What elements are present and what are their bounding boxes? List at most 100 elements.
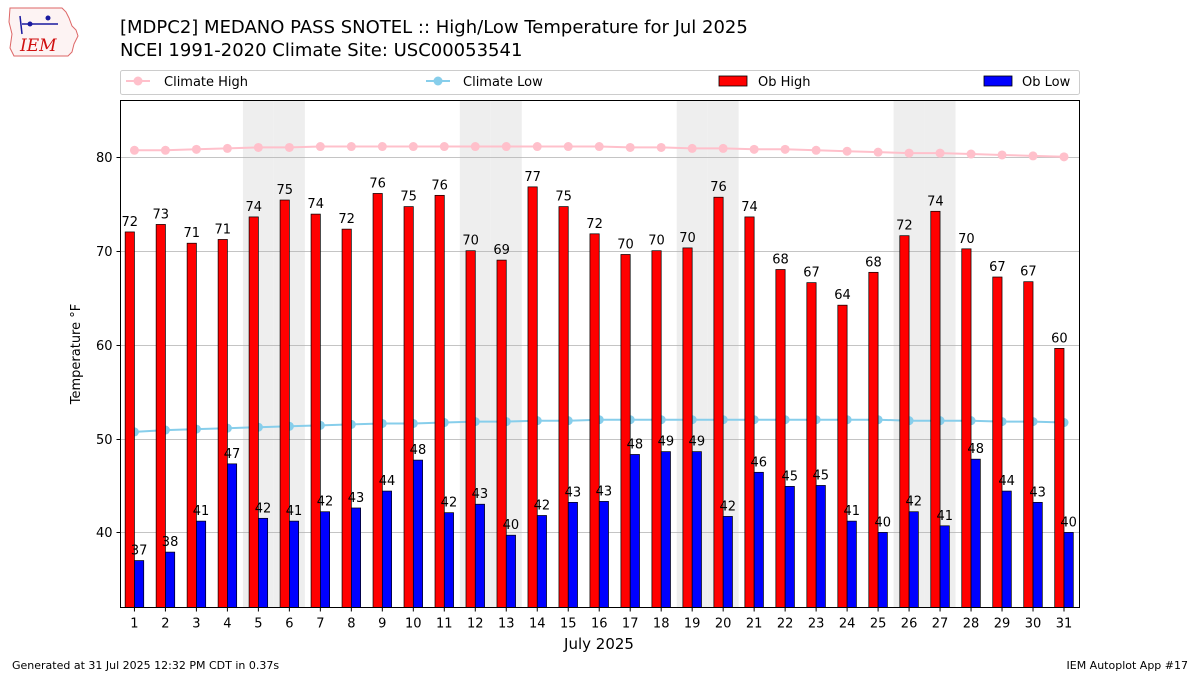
climate-high-point	[222, 143, 232, 153]
ob-low-bar	[412, 459, 423, 608]
x-tick-label: 7	[316, 617, 324, 632]
x-tick-label: 17	[622, 617, 639, 632]
ob-high-bar	[620, 254, 631, 608]
x-tick-label: 19	[684, 617, 701, 632]
ob-high-bar	[434, 194, 445, 608]
climate-high-point	[997, 150, 1007, 160]
ob-high-value-label: 75	[555, 190, 572, 205]
ob-low-bar	[350, 507, 361, 608]
climate-high-point	[501, 142, 511, 152]
ob-low-bar	[320, 511, 331, 608]
ob-low-value-label: 43	[565, 485, 582, 500]
ob-high-bar	[186, 242, 197, 608]
climate-high-point	[718, 143, 728, 153]
ob-low-value-label: 46	[751, 455, 768, 470]
ob-high-value-label: 75	[400, 190, 417, 205]
ob-high-bar	[341, 228, 352, 608]
y-tick-label: 70	[96, 245, 113, 260]
ob-low-value-label: 44	[998, 474, 1015, 489]
ob-low-bar	[1001, 490, 1012, 608]
ob-high-value-label: 74	[927, 194, 944, 209]
x-tick-label: 22	[777, 617, 794, 632]
y-axis-label: Temperature °F	[69, 304, 84, 405]
y-tick-label: 50	[96, 433, 113, 448]
ob-high-bar	[527, 186, 538, 608]
ob-low-bar	[784, 486, 795, 608]
x-tick-label: 30	[1025, 617, 1042, 632]
ob-high-value-label: 67	[803, 266, 820, 281]
ob-high-bar	[589, 233, 600, 608]
chart-title: [MDPC2] MEDANO PASS SNOTEL :: High/Low T…	[120, 17, 748, 38]
ob-low-bar	[660, 451, 671, 608]
climate-high-point	[160, 145, 170, 155]
ob-high-bar	[248, 216, 259, 608]
ob-low-bar	[536, 515, 547, 608]
climate-high-point	[625, 142, 635, 152]
generated-timestamp: Generated at 31 Jul 2025 12:32 PM CDT in…	[12, 659, 280, 672]
ob-low-value-label: 43	[348, 491, 365, 506]
ob-low-bar	[815, 485, 826, 608]
ob-low-bar	[567, 501, 578, 608]
ob-high-bar	[310, 213, 321, 608]
y-tick-label: 40	[96, 526, 113, 541]
ob-low-value-label: 43	[1029, 485, 1046, 500]
x-tick-label: 9	[378, 617, 386, 632]
ob-high-value-label: 68	[772, 253, 789, 268]
legend-ob-low-label: Ob Low	[1022, 75, 1071, 90]
x-tick-label: 11	[436, 617, 453, 632]
app-credit: IEM Autoplot App #17	[1066, 659, 1189, 672]
ob-high-bar	[868, 271, 879, 608]
x-tick-label: 20	[715, 617, 732, 632]
ob-high-bar	[930, 210, 941, 608]
x-tick-label: 24	[839, 617, 856, 632]
x-tick-label: 16	[591, 617, 608, 632]
ob-high-value-label: 75	[276, 183, 293, 198]
ob-low-value-label: 48	[967, 442, 984, 457]
ob-low-bar	[598, 501, 609, 608]
x-tick-label: 29	[994, 617, 1011, 632]
ob-high-value-label: 72	[338, 212, 355, 227]
climate-high-point	[1059, 152, 1069, 162]
ob-low-value-label: 45	[782, 469, 799, 484]
observed-bars	[124, 186, 1074, 608]
ob-low-value-label: 43	[596, 484, 613, 499]
ob-low-bar	[381, 490, 392, 608]
ob-high-bar	[744, 216, 755, 608]
legend-climate-low-label: Climate Low	[463, 75, 543, 90]
legend-climate-high-marker	[133, 76, 143, 86]
ob-high-bar	[372, 193, 383, 608]
climate-high-point	[780, 144, 790, 154]
ob-low-value-label: 44	[379, 474, 396, 489]
ob-high-bar	[1023, 281, 1034, 608]
ob-high-bar	[558, 206, 569, 608]
ob-low-value-label: 40	[503, 518, 520, 533]
ob-high-bar	[279, 199, 290, 608]
ob-low-value-label: 42	[255, 501, 272, 516]
climate-high-point	[687, 143, 697, 153]
chart-subtitle: NCEI 1991-2020 Climate Site: USC00053541	[120, 40, 523, 61]
ob-high-bar	[775, 269, 786, 608]
x-tick-label: 2	[161, 617, 169, 632]
ob-high-value-label: 70	[462, 234, 479, 249]
ob-high-bar	[403, 206, 414, 608]
x-tick-label: 18	[653, 617, 670, 632]
ob-low-bar	[165, 551, 176, 608]
climate-high-point	[935, 148, 945, 158]
climate-high-point	[656, 142, 666, 152]
ob-low-value-label: 41	[936, 509, 953, 524]
climate-high-point	[284, 142, 294, 152]
ob-low-value-label: 40	[874, 515, 891, 530]
x-tick-label: 10	[405, 617, 422, 632]
ob-low-value-label: 42	[534, 498, 551, 513]
x-axis-label: July 2025	[563, 635, 634, 653]
climate-high-point	[842, 146, 852, 156]
x-tick-label: 8	[347, 617, 355, 632]
ob-low-bar	[134, 560, 145, 608]
ob-high-value-label: 67	[989, 260, 1006, 275]
ob-high-value-label: 74	[307, 197, 324, 212]
ob-low-bar	[474, 503, 485, 608]
legend-ob-high-label: Ob High	[758, 75, 811, 90]
climate-high-point	[1028, 151, 1038, 161]
ob-high-value-label: 72	[122, 215, 139, 230]
plot-area-frame	[120, 100, 1080, 608]
